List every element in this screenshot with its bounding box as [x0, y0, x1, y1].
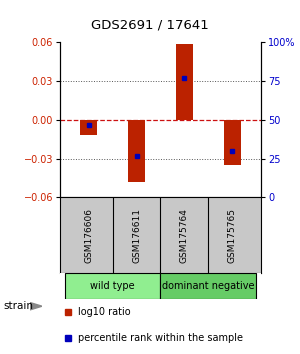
Text: percentile rank within the sample: percentile rank within the sample — [78, 332, 243, 343]
Text: GSM176606: GSM176606 — [84, 208, 93, 263]
Text: wild type: wild type — [90, 281, 135, 291]
Text: GDS2691 / 17641: GDS2691 / 17641 — [91, 19, 209, 32]
Bar — [65, 273, 160, 299]
Bar — [176, 44, 193, 120]
Text: GSM175765: GSM175765 — [228, 208, 237, 263]
Text: GSM176611: GSM176611 — [132, 208, 141, 263]
Text: log10 ratio: log10 ratio — [78, 307, 131, 317]
Text: strain: strain — [3, 301, 33, 311]
Polygon shape — [30, 303, 42, 310]
Text: GSM175764: GSM175764 — [180, 208, 189, 263]
Bar — [80, 120, 97, 135]
Bar — [128, 120, 145, 182]
Bar — [224, 120, 241, 165]
Bar — [160, 273, 256, 299]
Text: dominant negative: dominant negative — [162, 281, 255, 291]
